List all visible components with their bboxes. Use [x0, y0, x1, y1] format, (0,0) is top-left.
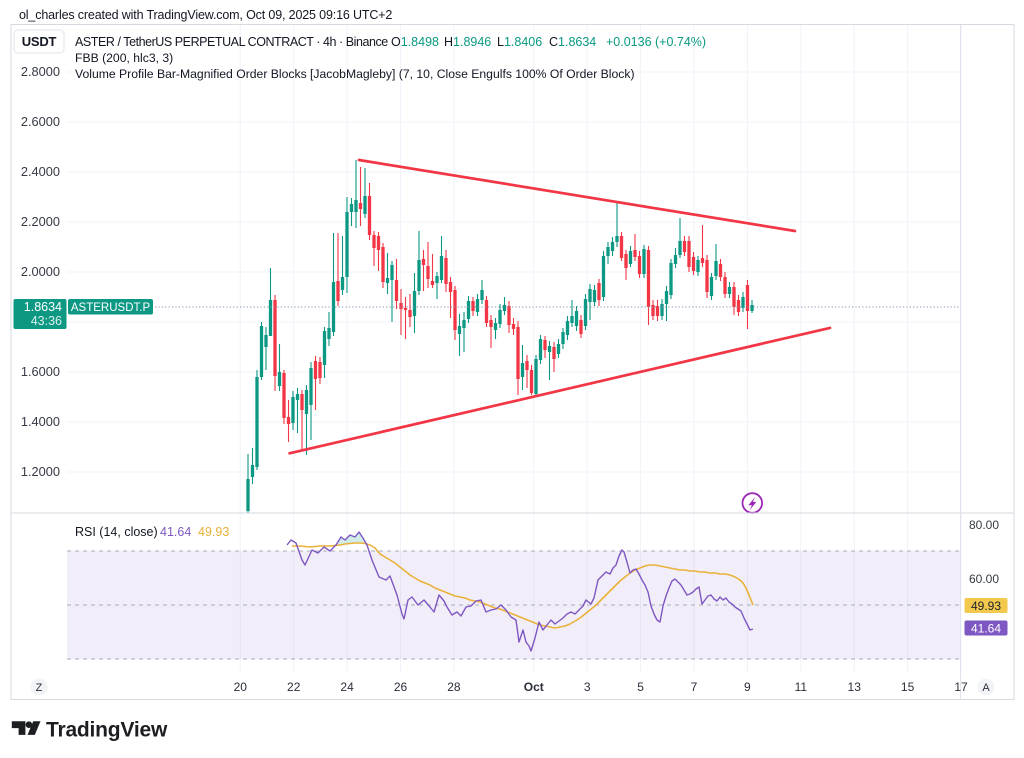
svg-text:17: 17 — [954, 680, 968, 694]
svg-text:20: 20 — [234, 680, 248, 694]
svg-text:80.00: 80.00 — [969, 518, 999, 532]
svg-text:26: 26 — [394, 680, 408, 694]
svg-text:28: 28 — [447, 680, 461, 694]
svg-text:5: 5 — [637, 680, 644, 694]
svg-text:+0.0136 (+0.74%): +0.0136 (+0.74%) — [606, 35, 706, 49]
svg-text:ASTERUSDT.P: ASTERUSDT.P — [71, 302, 151, 314]
svg-text:15: 15 — [901, 680, 915, 694]
svg-text:TradingView: TradingView — [46, 719, 168, 742]
svg-text:Z: Z — [36, 682, 43, 694]
svg-text:H1.8946: H1.8946 — [444, 35, 491, 49]
svg-text:2.2000: 2.2000 — [21, 214, 60, 229]
svg-text:1.2000: 1.2000 — [21, 464, 60, 479]
svg-text:43:36: 43:36 — [31, 314, 62, 328]
svg-text:C1.8634: C1.8634 — [549, 35, 596, 49]
svg-text:ol_charles created with Tradin: ol_charles created with TradingView.com,… — [19, 8, 392, 22]
svg-text:ASTER / TetherUS PERPETUAL CON: ASTER / TetherUS PERPETUAL CONTRACT · 4h… — [75, 35, 388, 49]
svg-text:2.8000: 2.8000 — [21, 64, 60, 79]
svg-text:O1.8498: O1.8498 — [391, 35, 439, 49]
svg-text:22: 22 — [287, 680, 301, 694]
svg-text:3: 3 — [584, 680, 591, 694]
svg-text:49.93: 49.93 — [198, 525, 229, 539]
svg-text:13: 13 — [848, 680, 862, 694]
svg-text:49.93: 49.93 — [971, 599, 1001, 613]
svg-text:2.6000: 2.6000 — [21, 114, 60, 129]
svg-text:7: 7 — [691, 680, 698, 694]
svg-text:11: 11 — [795, 680, 808, 694]
svg-text:RSI (14, close): RSI (14, close) — [75, 525, 158, 539]
svg-text:A: A — [982, 682, 990, 694]
svg-text:FBB (200, hlc3, 3): FBB (200, hlc3, 3) — [75, 51, 173, 65]
svg-text:L1.8406: L1.8406 — [497, 35, 542, 49]
svg-text:41.64: 41.64 — [971, 622, 1001, 636]
svg-text:24: 24 — [340, 680, 354, 694]
svg-text:9: 9 — [744, 680, 751, 694]
svg-text:1.8634: 1.8634 — [24, 300, 62, 314]
svg-text:1.4000: 1.4000 — [21, 414, 60, 429]
svg-text:41.64: 41.64 — [160, 525, 191, 539]
svg-text:Oct: Oct — [524, 680, 544, 694]
svg-text:1.6000: 1.6000 — [21, 364, 60, 379]
svg-text:2.4000: 2.4000 — [21, 164, 60, 179]
svg-text:60.00: 60.00 — [969, 572, 999, 586]
svg-text:2.0000: 2.0000 — [21, 264, 60, 279]
svg-text:USDT: USDT — [22, 34, 57, 49]
svg-text:Volume Profile Bar-Magnified O: Volume Profile Bar-Magnified Order Block… — [75, 67, 635, 81]
